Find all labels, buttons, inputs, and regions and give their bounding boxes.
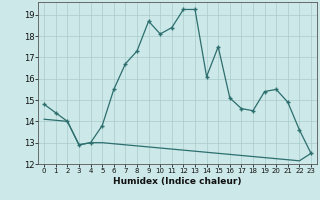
X-axis label: Humidex (Indice chaleur): Humidex (Indice chaleur) bbox=[113, 177, 242, 186]
